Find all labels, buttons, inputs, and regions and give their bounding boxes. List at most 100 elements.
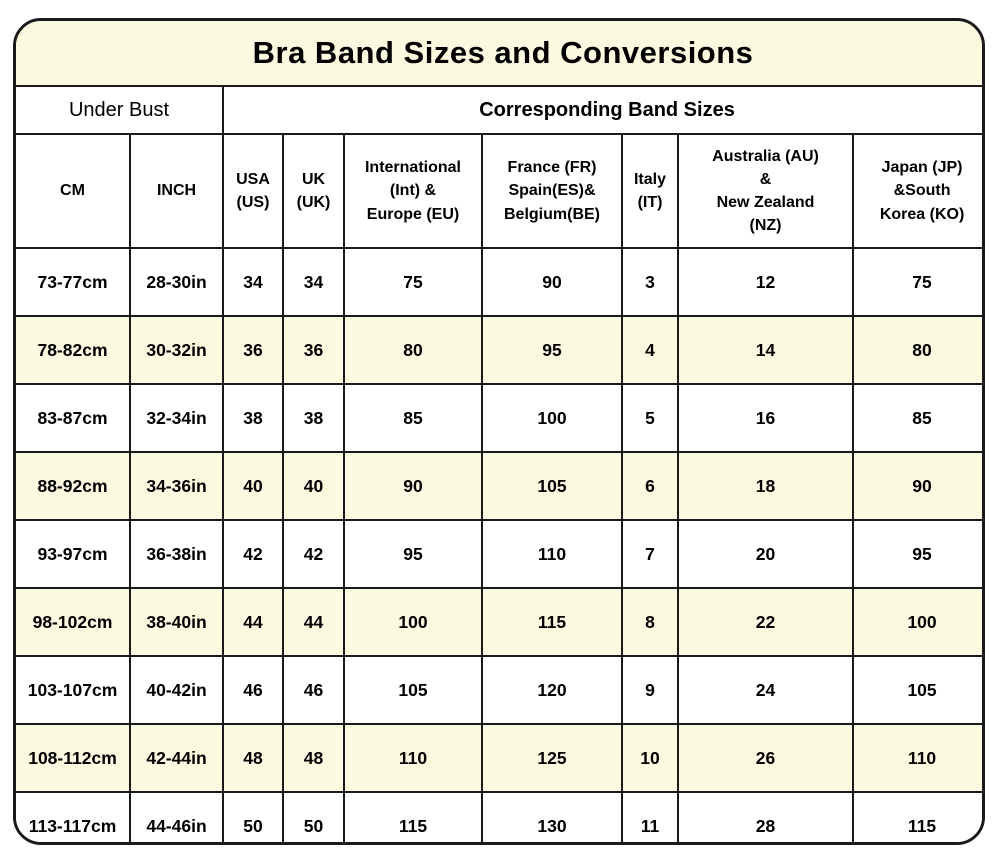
title-row: Bra Band Sizes and Conversions: [16, 21, 982, 87]
cell-france-spain-belgium: 110: [481, 519, 623, 589]
cell-usa: 46: [222, 655, 284, 725]
cell-japan-south-korea: 90: [851, 451, 982, 521]
cell-international-europe: 115: [343, 791, 483, 842]
cell-international-europe: 95: [343, 519, 483, 589]
cell-japan-south-korea: 100: [851, 587, 982, 657]
cell-italy: 9: [621, 655, 679, 725]
cell-usa: 40: [222, 451, 284, 521]
cell-italy: 6: [621, 451, 679, 521]
cell-france-spain-belgium: 125: [481, 723, 623, 793]
cell-australia-new-zealand: 12: [677, 247, 854, 317]
cell-uk: 42: [282, 519, 345, 589]
col-header-cm: CM: [16, 133, 131, 249]
cell-inch: 34-36in: [129, 451, 224, 521]
cell-cm: 98-102cm: [16, 587, 131, 657]
page-title: Bra Band Sizes and Conversions: [16, 21, 982, 87]
cell-japan-south-korea: 75: [851, 247, 982, 317]
cell-international-europe: 75: [343, 247, 483, 317]
cell-cm: 88-92cm: [16, 451, 131, 521]
table-row: 83-87cm 32-34in 38 38 85 100 5 16 85: [16, 383, 982, 453]
cell-australia-new-zealand: 26: [677, 723, 854, 793]
cell-italy: 10: [621, 723, 679, 793]
cell-italy: 11: [621, 791, 679, 842]
cell-italy: 5: [621, 383, 679, 453]
cell-inch: 42-44in: [129, 723, 224, 793]
cell-australia-new-zealand: 22: [677, 587, 854, 657]
table-row: 113-117cm 44-46in 50 50 115 130 11 28 11…: [16, 791, 982, 842]
cell-japan-south-korea: 105: [851, 655, 982, 725]
table-row: 73-77cm 28-30in 34 34 75 90 3 12 75: [16, 247, 982, 317]
bra-band-size-table: Bra Band Sizes and Conversions Under Bus…: [16, 21, 982, 842]
cell-usa: 36: [222, 315, 284, 385]
cell-international-europe: 85: [343, 383, 483, 453]
table-row: 93-97cm 36-38in 42 42 95 110 7 20 95: [16, 519, 982, 589]
cell-france-spain-belgium: 100: [481, 383, 623, 453]
cell-international-europe: 110: [343, 723, 483, 793]
cell-france-spain-belgium: 90: [481, 247, 623, 317]
table-row: 78-82cm 30-32in 36 36 80 95 4 14 80: [16, 315, 982, 385]
cell-cm: 103-107cm: [16, 655, 131, 725]
cell-international-europe: 105: [343, 655, 483, 725]
cell-inch: 30-32in: [129, 315, 224, 385]
cell-uk: 40: [282, 451, 345, 521]
cell-cm: 108-112cm: [16, 723, 131, 793]
table-row: 108-112cm 42-44in 48 48 110 125 10 26 11…: [16, 723, 982, 793]
cell-france-spain-belgium: 115: [481, 587, 623, 657]
cell-australia-new-zealand: 16: [677, 383, 854, 453]
cell-italy: 4: [621, 315, 679, 385]
cell-cm: 93-97cm: [16, 519, 131, 589]
cell-uk: 38: [282, 383, 345, 453]
cell-australia-new-zealand: 18: [677, 451, 854, 521]
cell-inch: 28-30in: [129, 247, 224, 317]
cell-uk: 46: [282, 655, 345, 725]
cell-uk: 34: [282, 247, 345, 317]
conversion-table-card: Bra Band Sizes and Conversions Under Bus…: [13, 18, 985, 845]
group-header-under-bust: Under Bust: [16, 85, 224, 135]
cell-australia-new-zealand: 24: [677, 655, 854, 725]
cell-japan-south-korea: 110: [851, 723, 982, 793]
cell-usa: 48: [222, 723, 284, 793]
cell-international-europe: 100: [343, 587, 483, 657]
cell-uk: 36: [282, 315, 345, 385]
table-row: 98-102cm 38-40in 44 44 100 115 8 22 100: [16, 587, 982, 657]
cell-japan-south-korea: 115: [851, 791, 982, 842]
cell-france-spain-belgium: 120: [481, 655, 623, 725]
cell-cm: 113-117cm: [16, 791, 131, 842]
cell-france-spain-belgium: 105: [481, 451, 623, 521]
cell-cm: 83-87cm: [16, 383, 131, 453]
col-header-france-spain-belgium: France (FR) Spain(ES)& Belgium(BE): [481, 133, 623, 249]
col-header-international-europe: International (Int) & Europe (EU): [343, 133, 483, 249]
cell-italy: 8: [621, 587, 679, 657]
cell-international-europe: 80: [343, 315, 483, 385]
cell-usa: 42: [222, 519, 284, 589]
cell-australia-new-zealand: 20: [677, 519, 854, 589]
cell-inch: 38-40in: [129, 587, 224, 657]
table-row: 88-92cm 34-36in 40 40 90 105 6 18 90: [16, 451, 982, 521]
cell-australia-new-zealand: 14: [677, 315, 854, 385]
cell-uk: 50: [282, 791, 345, 842]
group-header-row: Under Bust Corresponding Band Sizes: [16, 85, 982, 135]
cell-usa: 34: [222, 247, 284, 317]
col-header-usa: USA (US): [222, 133, 284, 249]
column-header-row: CM INCH USA (US) UK (UK) International (…: [16, 133, 982, 249]
cell-japan-south-korea: 80: [851, 315, 982, 385]
group-header-corresponding-band-sizes: Corresponding Band Sizes: [221, 85, 982, 135]
cell-inch: 36-38in: [129, 519, 224, 589]
col-header-japan-south-korea: Japan (JP) &South Korea (KO): [851, 133, 982, 249]
cell-italy: 3: [621, 247, 679, 317]
cell-australia-new-zealand: 28: [677, 791, 854, 842]
cell-france-spain-belgium: 95: [481, 315, 623, 385]
cell-france-spain-belgium: 130: [481, 791, 623, 842]
col-header-italy: Italy (IT): [621, 133, 679, 249]
cell-inch: 40-42in: [129, 655, 224, 725]
cell-international-europe: 90: [343, 451, 483, 521]
cell-japan-south-korea: 95: [851, 519, 982, 589]
cell-uk: 44: [282, 587, 345, 657]
cell-usa: 44: [222, 587, 284, 657]
col-header-inch: INCH: [129, 133, 224, 249]
cell-uk: 48: [282, 723, 345, 793]
cell-cm: 73-77cm: [16, 247, 131, 317]
cell-usa: 50: [222, 791, 284, 842]
cell-inch: 32-34in: [129, 383, 224, 453]
col-header-australia-new-zealand: Australia (AU) & New Zealand (NZ): [677, 133, 854, 249]
